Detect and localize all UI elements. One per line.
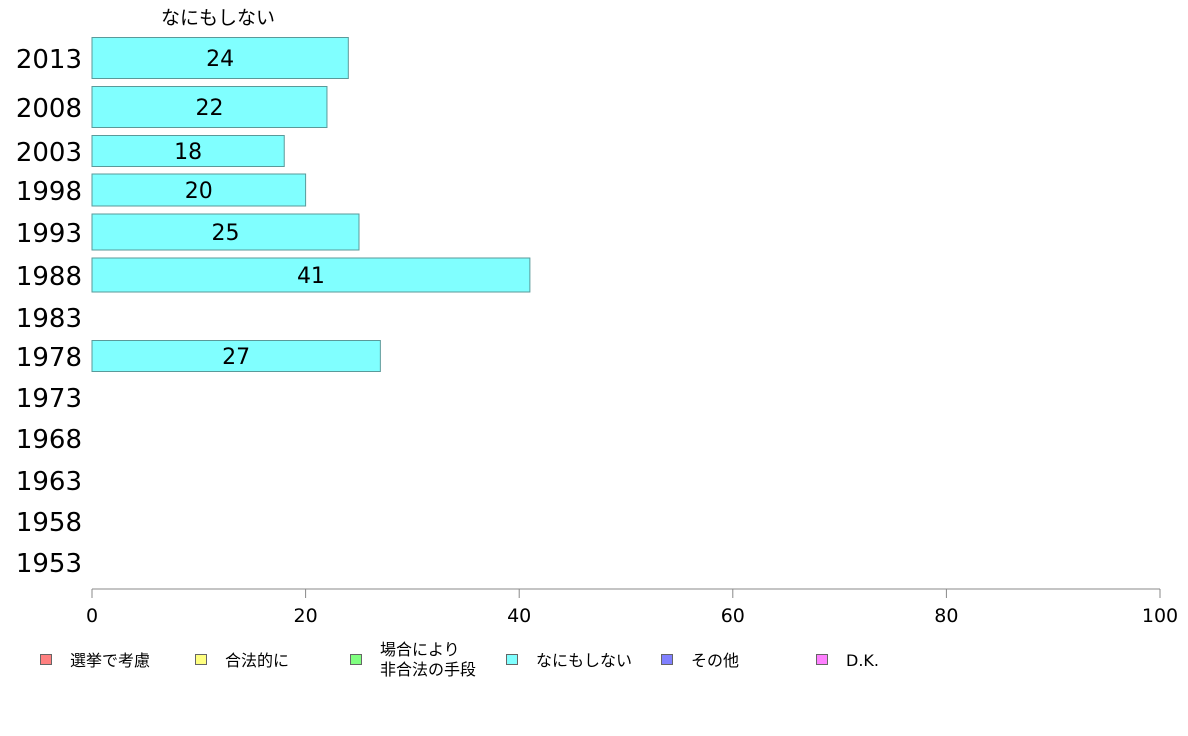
bar-value-label: 25 (212, 221, 240, 246)
bar-value-label: 27 (222, 345, 250, 370)
x-tick-label: 100 (1142, 605, 1178, 627)
bar-value-label: 20 (185, 179, 213, 204)
bar (91, 86, 328, 128)
category-label: 1983 (16, 304, 82, 334)
bar-value-label: 22 (195, 96, 223, 121)
x-tick-label: 60 (721, 605, 745, 627)
category-label: 1968 (16, 425, 82, 455)
category-label: 2013 (16, 45, 82, 75)
bar-value-label: 18 (174, 140, 202, 165)
category-label: 1993 (16, 219, 82, 249)
bar (91, 213, 360, 251)
bar-value-label: 41 (297, 264, 325, 289)
x-tick-label: 80 (934, 605, 958, 627)
category-label: 1973 (16, 384, 82, 414)
bar (91, 340, 381, 372)
x-tick-label: 40 (507, 605, 531, 627)
bar (91, 135, 285, 167)
category-label: 2003 (16, 138, 82, 168)
chart-title: なにもしない (161, 7, 275, 29)
x-tick-label: 0 (86, 605, 98, 627)
category-label: 1953 (16, 549, 82, 579)
bar (91, 37, 349, 79)
category-label: 1988 (16, 262, 82, 292)
bar (91, 173, 307, 207)
category-label: 1963 (16, 467, 82, 497)
category-label: 2008 (16, 94, 82, 124)
x-tick-label: 20 (294, 605, 318, 627)
category-label: 1998 (16, 177, 82, 207)
category-label: 1958 (16, 508, 82, 538)
bar (91, 257, 531, 293)
category-label: 1978 (16, 343, 82, 373)
bar-value-label: 24 (206, 47, 234, 72)
